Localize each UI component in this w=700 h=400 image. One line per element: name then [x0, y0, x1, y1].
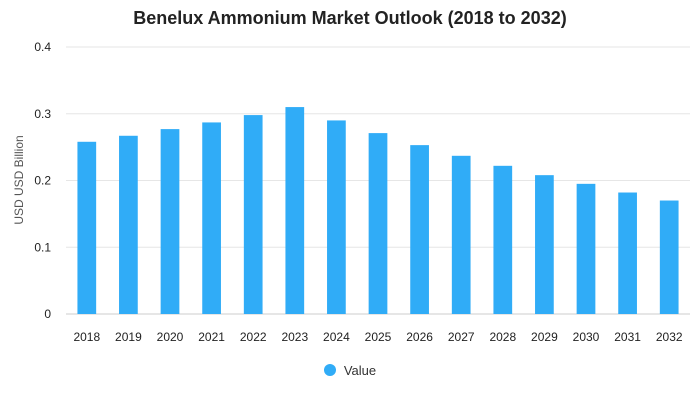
bar-2026[interactable] [410, 145, 429, 314]
bar-2024[interactable] [327, 120, 346, 314]
bar-2018[interactable] [77, 141, 97, 314]
bar-2030[interactable] [576, 183, 596, 314]
x-tick-label: 2022 [240, 330, 267, 344]
x-tick-label: 2031 [614, 330, 641, 344]
y-tick-label: 0.3 [34, 107, 51, 121]
chart-title: Benelux Ammonium Market Outlook (2018 to… [133, 8, 567, 28]
y-axis-ticks: 0 0.1 0.2 0.3 0.4 [34, 40, 51, 321]
x-tick-label: 2027 [448, 330, 475, 344]
x-tick-label: 2024 [323, 330, 350, 344]
y-tick-label: 0.2 [34, 174, 51, 188]
bars [77, 107, 679, 315]
legend-swatch [323, 364, 336, 376]
y-tick-label: 0.4 [34, 40, 51, 54]
bar-2029[interactable] [535, 175, 554, 314]
y-tick-label: 0.1 [34, 240, 51, 254]
bar-2032[interactable] [659, 200, 679, 314]
bar-2020[interactable] [160, 129, 180, 314]
x-tick-label: 2032 [656, 330, 683, 344]
bar-2023[interactable] [285, 107, 305, 314]
x-tick-label: 2029 [531, 330, 558, 344]
bar-2021[interactable] [202, 122, 221, 315]
x-tick-label: 2021 [198, 330, 225, 344]
bar-2027[interactable] [451, 155, 471, 314]
x-tick-label: 2020 [157, 330, 184, 344]
y-axis-label: USD USD Billion [12, 135, 26, 224]
x-tick-label: 2019 [115, 330, 142, 344]
x-tick-label: 2025 [365, 330, 392, 344]
x-tick-label: 2018 [73, 330, 100, 344]
bar-2031[interactable] [618, 192, 637, 314]
bar-2025[interactable] [368, 133, 388, 314]
x-tick-label: 2026 [406, 330, 433, 344]
bar-2022[interactable] [243, 115, 263, 315]
y-tick-label: 0 [44, 307, 51, 321]
legend-label: Value [343, 362, 377, 378]
x-tick-label: 2030 [573, 330, 600, 344]
x-tick-label: 2023 [281, 330, 308, 344]
x-tick-label: 2028 [489, 330, 516, 344]
bar-2019[interactable] [119, 135, 138, 314]
x-axis-ticks: 2018 2019 2020 2021 2022 2023 2024 2025 2026 2027… [73, 330, 682, 344]
bar-2028[interactable] [493, 165, 513, 314]
legend: Value [0, 360, 700, 380]
